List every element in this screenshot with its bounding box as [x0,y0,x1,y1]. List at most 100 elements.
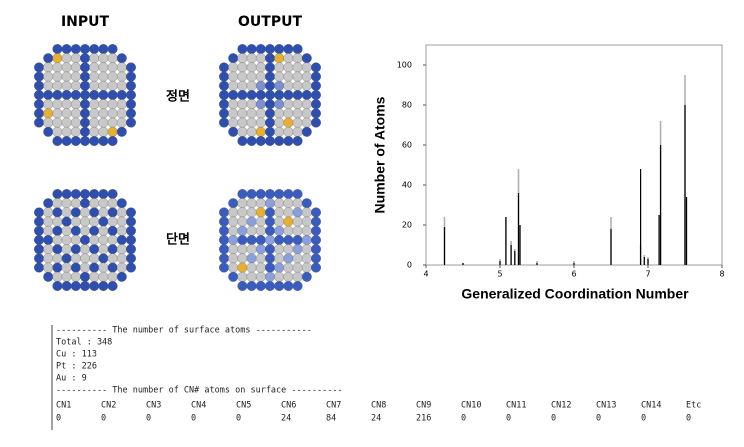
atom [107,126,118,137]
atom [283,99,294,110]
atom [98,136,109,146]
atom [52,262,63,273]
atom [34,225,44,236]
atom [283,216,294,227]
atom [283,90,294,100]
atom [107,71,118,82]
atom [98,99,109,110]
atom [311,207,321,218]
atom [265,207,275,218]
atom [98,90,109,100]
atom [70,136,81,146]
atom [80,225,90,236]
atom [274,235,285,245]
atom [246,62,257,73]
atom [292,189,303,199]
atom [237,235,248,245]
cn-header: CN8 [371,401,386,411]
atom [219,244,229,255]
atom [52,189,63,199]
atom [265,99,275,110]
atom [301,235,312,245]
atom [237,71,248,82]
atom [301,126,312,137]
atom [70,216,81,227]
atom [301,90,312,100]
atom [70,126,81,137]
atom [89,90,100,100]
x-tick-label: 6 [571,270,576,279]
atom [116,80,127,91]
atom [228,90,239,100]
atom [255,53,266,64]
atom [116,216,127,227]
atom [70,244,81,255]
cn-header: CN9 [416,401,431,411]
atom [61,271,72,282]
atom [228,108,239,119]
atom [52,53,63,64]
atom [255,189,266,199]
atom [311,71,321,82]
atom [274,53,285,64]
atom [89,216,100,227]
cn-header: CN3 [146,401,161,411]
atom [43,198,54,209]
atom [70,189,81,199]
atom [52,281,63,291]
atom [89,44,100,54]
atom [274,271,285,282]
atom [301,244,312,255]
cn-value: 24 [371,414,381,424]
atom [89,235,100,245]
cn-header: CN12 [551,401,571,411]
atom [292,71,303,82]
atom [107,198,118,209]
atom [237,271,248,282]
atom [107,225,118,236]
atom [219,225,229,236]
atom [107,281,118,291]
atom [246,53,257,64]
atom [283,71,294,82]
atom [126,244,136,255]
atom [61,44,72,54]
atom [70,253,81,264]
atom [265,271,275,282]
atom [246,90,257,100]
atom [116,253,127,264]
atom [70,225,81,236]
x-tick-label: 4 [423,270,428,279]
atom [274,225,285,236]
atom [237,117,248,128]
atom [107,244,118,255]
console-line: Au : 9 [56,374,87,384]
cn-header: CN1 [56,401,71,411]
atom [34,62,44,73]
atom [255,108,266,119]
atom [274,62,285,73]
y-axis-title: Number of Atoms [372,96,388,213]
atom [98,262,109,273]
atom [292,99,303,110]
atom [43,108,54,119]
atom [98,53,109,64]
atom [219,253,229,264]
atom [283,262,294,273]
atom [301,271,312,282]
atom [52,117,63,128]
atom [228,244,239,255]
atom [292,262,303,273]
atom [126,108,136,119]
atom [126,71,136,82]
atom [107,136,118,146]
atom [255,44,266,54]
atom [61,262,72,273]
atom [283,235,294,245]
atom [255,207,266,218]
atom [80,244,90,255]
cn-header: CN5 [236,401,251,411]
atom [265,117,275,128]
atom [80,271,90,282]
